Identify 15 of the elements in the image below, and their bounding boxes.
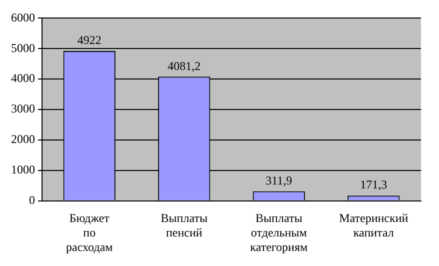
y-tick-label: 5000 (11, 40, 35, 55)
x-tick-label: Выплаты пенсий (160, 211, 208, 240)
data-label: 311,9 (266, 173, 292, 188)
y-tick-label: 3000 (11, 102, 35, 116)
y-tick-label: 0 (29, 192, 35, 207)
y-tick-label: 4000 (11, 71, 35, 86)
y-tick-label: 6000 (11, 10, 35, 24)
y-tick-label: 1000 (11, 162, 35, 177)
x-tick-label: Выплаты отдельным категориям (250, 211, 308, 254)
data-label: 171,3 (360, 178, 388, 192)
data-label: 4922 (77, 33, 102, 48)
y-tick-label: 2000 (11, 132, 35, 146)
x-tick-label: Бюджет по расходам (66, 211, 114, 254)
data-label: 4081,2 (168, 58, 201, 73)
x-tick-label: Материнский капитал (339, 211, 409, 240)
